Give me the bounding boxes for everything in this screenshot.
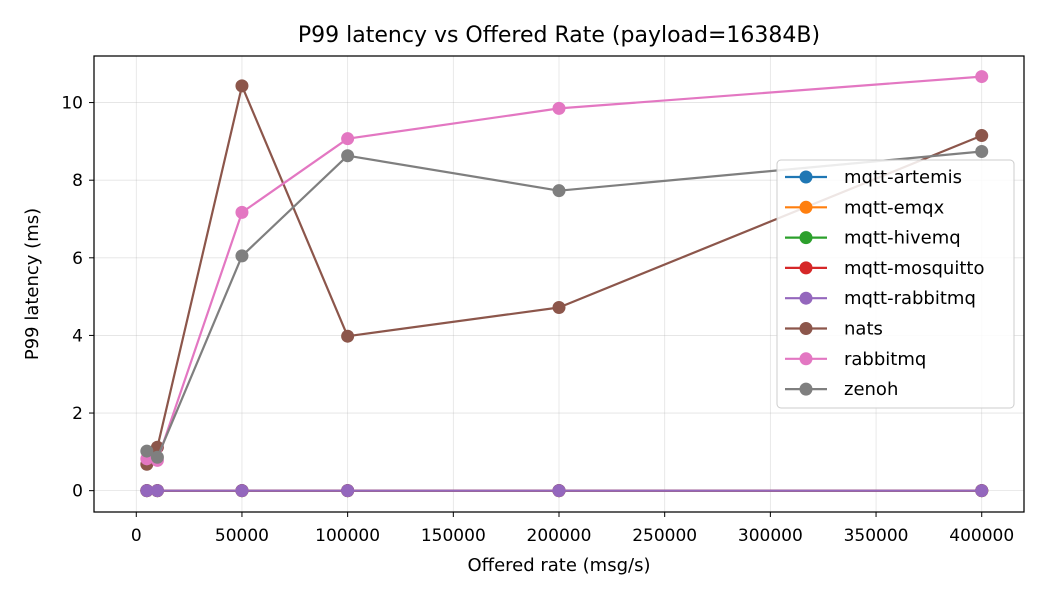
- data-point-zenoh: [341, 149, 355, 163]
- chart-title: P99 latency vs Offered Rate (payload=163…: [298, 23, 820, 48]
- legend-label: nats: [844, 319, 883, 340]
- data-point-rabbitmq: [552, 101, 566, 115]
- legend-box: [776, 159, 1015, 409]
- legend-item: zenoh: [785, 379, 898, 400]
- x-tick-label: 350000: [844, 526, 909, 546]
- x-tick-label: 150000: [421, 526, 486, 546]
- legend-label: mqtt-emqx: [844, 197, 945, 218]
- series-mqtt-rabbitmq: [140, 484, 989, 498]
- legend: mqtt-artemis mqtt-emqx mqtt-hivemq mqtt-mos…: [776, 159, 1015, 409]
- y-tick-label: 10: [61, 94, 83, 114]
- data-point-mqtt-rabbitmq: [150, 484, 164, 498]
- data-point-mqtt-rabbitmq: [140, 484, 154, 498]
- legend-swatch-marker: [799, 322, 813, 335]
- legend-swatch-marker: [799, 231, 813, 245]
- legend-item: rabbitmq: [785, 349, 926, 370]
- data-point-mqtt-rabbitmq: [975, 484, 989, 498]
- series-zenoh: [140, 144, 989, 464]
- x-tick-label: 100000: [315, 526, 380, 546]
- y-tick-label: 6: [72, 249, 83, 269]
- y-tick-label: 0: [72, 482, 83, 502]
- series-layer: [140, 70, 989, 498]
- data-point-rabbitmq: [341, 132, 355, 146]
- data-point-zenoh: [150, 450, 164, 464]
- legend-item: mqtt-mosquitto: [785, 258, 984, 279]
- y-axis-label: P99 latency (ms): [22, 208, 43, 360]
- x-tick-label: 300000: [738, 526, 803, 546]
- x-tick-label: 0: [131, 526, 142, 546]
- legend-swatch-marker: [799, 170, 813, 184]
- data-point-zenoh: [235, 249, 249, 263]
- data-point-nats: [341, 329, 355, 343]
- legend-item: mqtt-artemis: [785, 167, 962, 188]
- data-point-nats: [975, 129, 989, 143]
- legend-item: mqtt-emqx: [785, 197, 945, 218]
- data-point-nats: [235, 79, 249, 93]
- data-point-zenoh: [552, 184, 566, 198]
- x-tick-label: 200000: [527, 526, 592, 546]
- data-point-mqtt-rabbitmq: [552, 484, 566, 498]
- legend-swatch-marker: [799, 200, 813, 214]
- y-tick-label: 4: [72, 326, 83, 346]
- data-point-zenoh: [975, 144, 989, 158]
- x-tick-label: 250000: [632, 526, 697, 546]
- data-point-rabbitmq: [975, 70, 989, 84]
- legend-label: zenoh: [844, 379, 898, 400]
- x-tick-label: 50000: [215, 526, 269, 546]
- legend-item: nats: [785, 319, 883, 340]
- y-tick-label: 8: [72, 171, 83, 191]
- legend-item: mqtt-rabbitmq: [785, 288, 976, 309]
- legend-label: mqtt-hivemq: [844, 228, 961, 249]
- legend-swatch-marker: [799, 352, 813, 366]
- x-tick-label: 400000: [949, 526, 1014, 546]
- legend-item: mqtt-hivemq: [785, 228, 961, 249]
- data-point-mqtt-rabbitmq: [235, 484, 249, 498]
- axis-ticks: 0 50000 100000 150000 200000 250000 300000 3500…: [61, 94, 1014, 546]
- legend-label: rabbitmq: [844, 349, 926, 370]
- legend-swatch-marker: [799, 261, 813, 275]
- data-point-nats: [552, 300, 566, 314]
- legend-label: mqtt-mosquitto: [844, 258, 984, 279]
- legend-swatch-marker: [799, 291, 813, 305]
- legend-swatch-marker: [799, 382, 813, 396]
- x-axis-label: Offered rate (msg/s): [468, 555, 651, 576]
- legend-label: mqtt-rabbitmq: [844, 288, 976, 309]
- data-point-zenoh: [140, 444, 154, 458]
- data-point-rabbitmq: [235, 205, 249, 219]
- legend-label: mqtt-artemis: [844, 167, 962, 188]
- data-point-mqtt-rabbitmq: [341, 484, 355, 498]
- y-tick-label: 2: [72, 404, 83, 424]
